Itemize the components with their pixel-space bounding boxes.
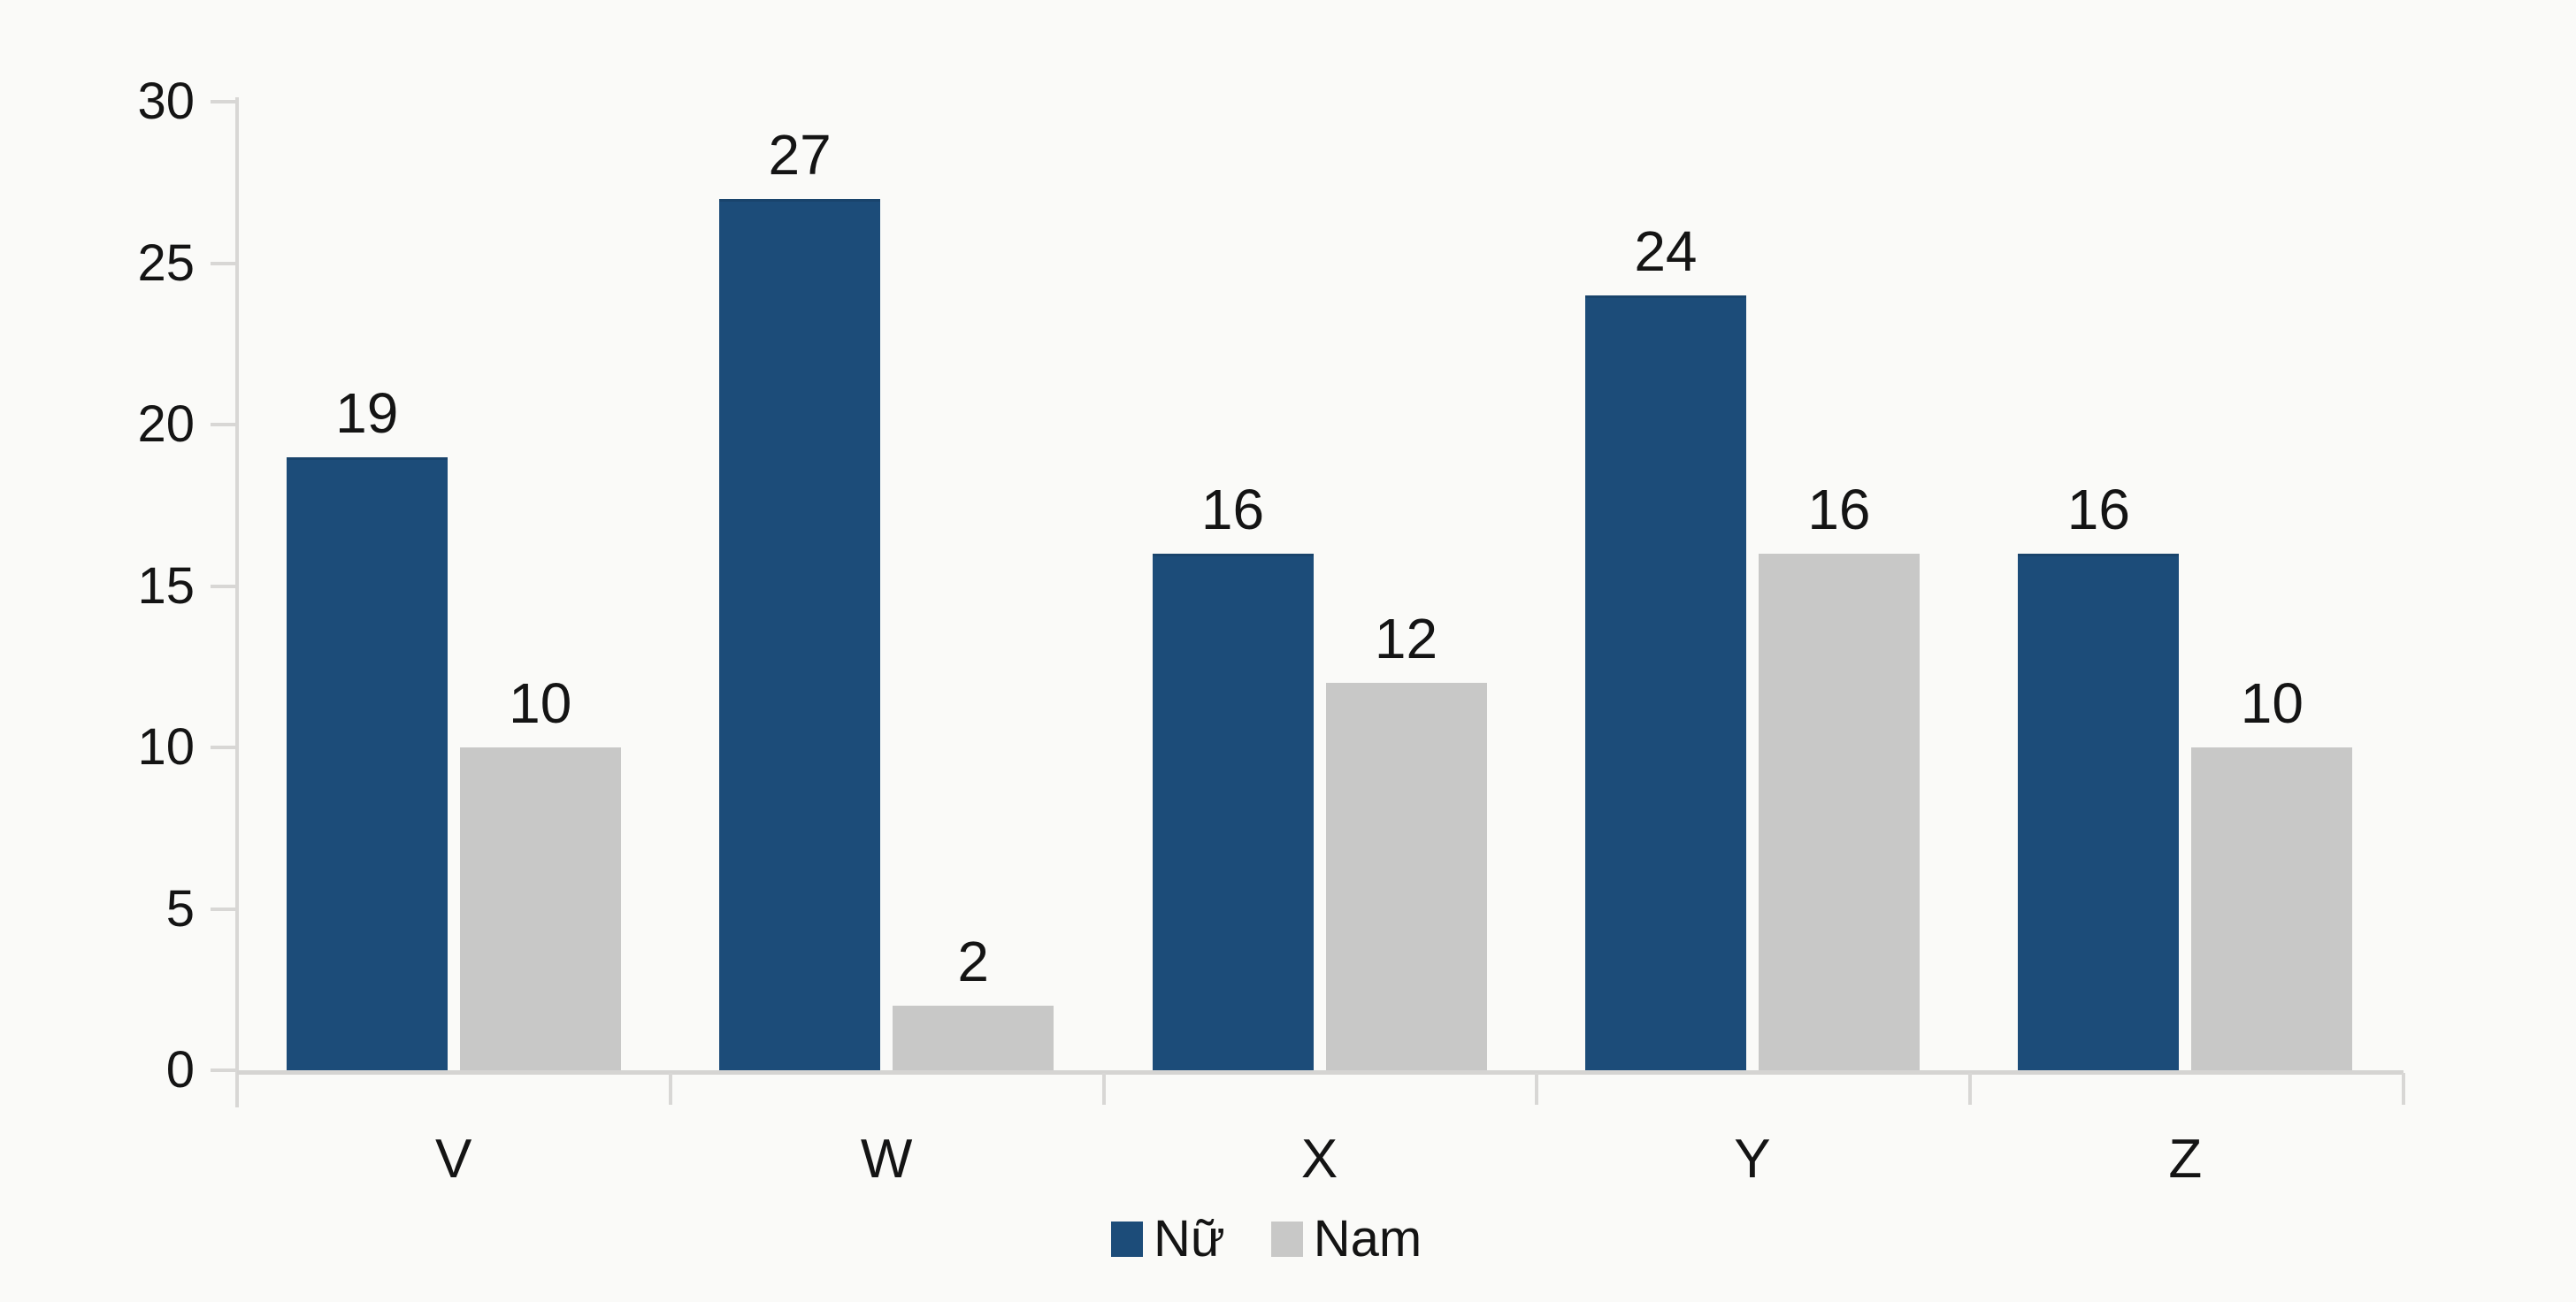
y-axis-tick-label: 20 bbox=[137, 395, 195, 453]
y-axis-tick bbox=[211, 907, 237, 911]
x-axis-tick bbox=[1968, 1073, 1973, 1105]
bar-value-label: 10 bbox=[2240, 671, 2304, 735]
bar-group-W: 27 2 bbox=[670, 102, 1102, 1070]
legend-swatch-icon bbox=[1111, 1222, 1143, 1257]
bar-value-label: 27 bbox=[768, 122, 832, 187]
bar-group-Z: 16 10 bbox=[1969, 102, 2402, 1070]
x-axis-tick bbox=[1101, 1073, 1106, 1105]
x-axis-label-Y: Y bbox=[1734, 1129, 1771, 1190]
y-axis-tick bbox=[211, 746, 237, 749]
y-axis-tick-label: 25 bbox=[137, 234, 195, 292]
bar-Nam-V bbox=[459, 747, 621, 1070]
bar-Nữ-W bbox=[719, 198, 881, 1070]
legend: Nữ Nam bbox=[1111, 1214, 1422, 1265]
x-axis-label-Z: Z bbox=[2168, 1129, 2203, 1190]
x-axis-tick bbox=[668, 1073, 672, 1105]
bar-Nam-W bbox=[893, 1006, 1054, 1070]
bar-group-Y: 24 16 bbox=[1536, 102, 1968, 1070]
bar-column-Nam-Y: 16 bbox=[1758, 478, 1920, 1070]
y-axis-tick-label: 15 bbox=[137, 556, 195, 615]
bar-column-Nữ-V: 19 bbox=[286, 380, 448, 1070]
legend-label: Nam bbox=[1313, 1210, 1422, 1268]
x-axis-tick bbox=[1535, 1073, 1539, 1105]
bar-value-label: 2 bbox=[957, 930, 989, 993]
legend-swatch-icon bbox=[1270, 1222, 1303, 1257]
bar-column-Nữ-Y: 24 bbox=[1584, 219, 1746, 1070]
bar-Nữ-Z bbox=[2018, 554, 2180, 1070]
bar-value-label: 16 bbox=[2066, 478, 2130, 541]
bar-column-Nam-V: 10 bbox=[459, 671, 621, 1070]
y-axis-tick bbox=[211, 100, 237, 103]
legend-item-Nữ: Nữ bbox=[1111, 1214, 1225, 1265]
bar-value-label: 16 bbox=[1807, 478, 1871, 541]
bar-value-label: 24 bbox=[1634, 219, 1698, 283]
bar-group-V: 19 10 bbox=[237, 102, 670, 1070]
x-axis-label-V: V bbox=[435, 1129, 472, 1190]
legend-item-Nam: Nam bbox=[1270, 1210, 1422, 1268]
bar-column-Nữ-X: 16 bbox=[1152, 478, 1314, 1070]
y-axis-tick bbox=[211, 423, 237, 426]
x-axis-label-W: W bbox=[860, 1129, 913, 1190]
bar-value-label: 16 bbox=[1200, 478, 1265, 541]
bar-Nam-Z bbox=[2191, 747, 2353, 1070]
x-axis-line bbox=[237, 1070, 2404, 1075]
bar-group-X: 16 12 bbox=[1103, 102, 1536, 1070]
bar-Nữ-V bbox=[286, 456, 448, 1070]
x-axis-label-X: X bbox=[1300, 1129, 1338, 1190]
bar-Nữ-Y bbox=[1584, 295, 1746, 1070]
x-axis-labels: V W X Y Z bbox=[237, 1132, 2402, 1187]
plot-area: 19 10 27 2 16 12 24 16 16 10 bbox=[237, 102, 2402, 1070]
bar-column-Nữ-W: 27 bbox=[719, 122, 881, 1070]
y-axis-tick-label: 0 bbox=[165, 1041, 195, 1099]
bar-column-Nam-W: 2 bbox=[893, 933, 1054, 1070]
y-axis-tick bbox=[211, 261, 237, 265]
bar-value-label: 12 bbox=[1374, 607, 1438, 670]
y-axis-tick bbox=[211, 1068, 237, 1072]
y-axis-tick-label: 10 bbox=[137, 718, 195, 776]
y-axis-tick-label: 5 bbox=[165, 879, 195, 938]
y-axis-line bbox=[235, 97, 239, 1107]
bar-column-Nam-Z: 10 bbox=[2191, 671, 2353, 1070]
bar-Nam-X bbox=[1325, 683, 1487, 1070]
bar-column-Nam-X: 12 bbox=[1325, 607, 1487, 1070]
bar-value-label: 19 bbox=[335, 380, 399, 445]
bar-value-label: 10 bbox=[509, 671, 572, 735]
bar-Nam-Y bbox=[1758, 554, 1920, 1070]
y-axis-tick-label: 30 bbox=[137, 73, 195, 130]
y-axis-tick bbox=[211, 584, 237, 588]
bar-column-Nữ-Z: 16 bbox=[2018, 478, 2180, 1070]
bar-Nữ-X bbox=[1152, 554, 1314, 1070]
legend-label: Nữ bbox=[1154, 1210, 1225, 1268]
x-axis-tick bbox=[2402, 1073, 2405, 1105]
